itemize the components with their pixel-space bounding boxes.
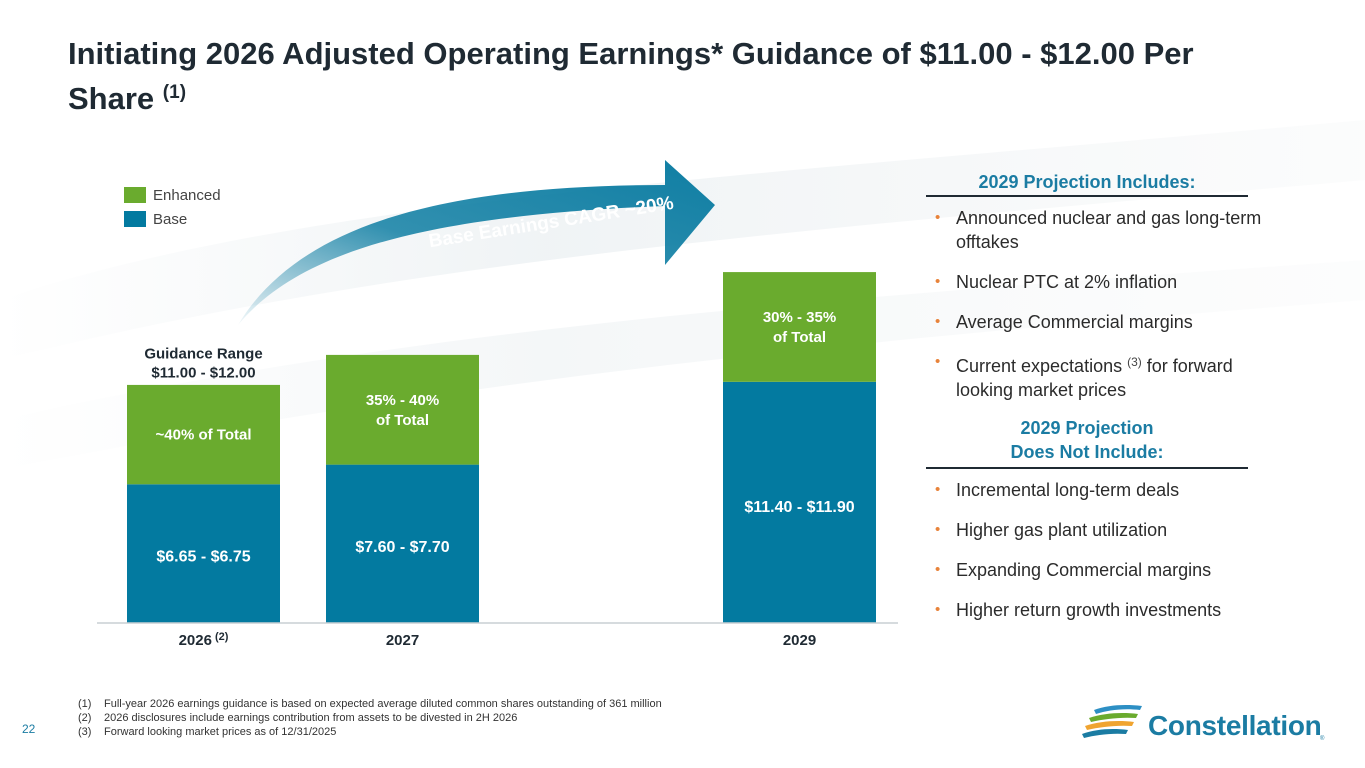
excludes-heading: 2029 Projection Does Not Include: [926, 416, 1248, 464]
page-title: Initiating 2026 Adjusted Operating Earni… [68, 34, 1268, 118]
constellation-logo-icon [1082, 705, 1142, 738]
includes-item: • Announced nuclear and gas long-term of… [935, 206, 1275, 254]
bar-enhanced-label-2027: 35% - 40% of Total [366, 392, 439, 429]
legend-enhanced-label: Enhanced [153, 186, 221, 204]
constellation-logo: Constellation ® [1080, 700, 1330, 748]
includes-list: • Announced nuclear and gas long-term of… [935, 206, 1275, 418]
excludes-list: • Incremental long-term deals • Higher g… [935, 478, 1275, 638]
legend-base: Base [124, 207, 221, 231]
legend-base-label: Base [153, 210, 188, 228]
page-number: 22 [22, 722, 36, 736]
bullet-icon: • [935, 561, 941, 578]
excludes-item: • Expanding Commercial margins [935, 558, 1275, 582]
includes-item-text-pre: Current expectations [956, 356, 1128, 376]
bar-base-label-2029: $11.40 - $11.90 [744, 499, 854, 516]
footnote: (3) Forward looking market prices as of … [78, 725, 662, 739]
bar-base-2027 [326, 464, 479, 623]
bullet-icon: • [935, 353, 941, 370]
bar-base-label-2027: $7.60 - $7.70 [355, 539, 449, 556]
legend-enhanced-swatch [124, 187, 146, 203]
includes-item: • Current expectations (3) for forward l… [935, 350, 1275, 402]
bar-base-2029 [723, 381, 876, 623]
excludes-item-text: Higher return growth investments [956, 600, 1222, 620]
footnote-number: (1) [78, 698, 92, 710]
excludes-item-text: Higher gas plant utilization [956, 520, 1168, 540]
excludes-item: • Higher gas plant utilization [935, 518, 1275, 542]
bullet-icon: • [935, 313, 941, 330]
bullet-icon: • [935, 481, 941, 498]
bar-base-2026 [127, 484, 280, 623]
footnote: (2) 2026 disclosures include earnings co… [78, 711, 662, 725]
page-title-footnote-ref: (1) [162, 82, 187, 103]
constellation-logo-text: Constellation [1148, 710, 1322, 741]
excludes-divider [926, 467, 1248, 469]
bullet-icon: • [935, 601, 941, 618]
bullet-icon: • [935, 209, 941, 226]
includes-item-text: Announced nuclear and gas long-term offt… [956, 208, 1262, 252]
registered-mark: ® [1320, 736, 1325, 742]
bar-base-label-2026: $6.65 - $6.75 [156, 548, 250, 565]
guidance-range-label: Guidance Range $11.00 - $12.00 [144, 345, 262, 381]
legend-base-swatch [124, 211, 146, 227]
footnote-text: Forward looking market prices as of 12/3… [104, 726, 337, 738]
x-tick-label-2029: 2029 [783, 632, 816, 649]
excludes-heading-line2: Does Not Include: [1010, 442, 1164, 462]
includes-item-text: Average Commercial margins [956, 312, 1193, 332]
excludes-item-text: Incremental long-term deals [956, 480, 1180, 500]
page-title-text: Initiating 2026 Adjusted Operating Earni… [68, 36, 1194, 116]
includes-item: • Average Commercial margins [935, 310, 1275, 334]
includes-item-text: Nuclear PTC at 2% inflation [956, 272, 1178, 292]
bar-enhanced-2029 [723, 272, 876, 382]
includes-divider [926, 195, 1248, 197]
chart-legend: Enhanced Base [124, 183, 221, 231]
footnotes: (1) Full-year 2026 earnings guidance is … [78, 697, 662, 739]
excludes-item-text: Expanding Commercial margins [956, 560, 1212, 580]
bullet-icon: • [935, 273, 941, 290]
excludes-item: • Incremental long-term deals [935, 478, 1275, 502]
excludes-heading-line1: 2029 Projection [1020, 418, 1154, 438]
x-tick-label-2026: 2026 (2) [179, 631, 229, 649]
includes-item: • Nuclear PTC at 2% inflation [935, 270, 1275, 294]
footnote-text: Full-year 2026 earnings guidance is base… [104, 698, 662, 710]
includes-item-footnote-ref: (3) [1127, 355, 1142, 369]
cagr-arrow [238, 160, 715, 325]
bar-enhanced-2027 [326, 354, 479, 465]
bar-enhanced-label-2026: ~40% of Total [156, 427, 252, 444]
legend-enhanced: Enhanced [124, 183, 221, 207]
footnote-number: (3) [78, 726, 92, 738]
includes-item-text-post: for forward looking market prices [956, 356, 1233, 400]
excludes-item: • Higher return growth investments [935, 598, 1275, 622]
bar-enhanced-label-2029: 30% - 35% of Total [763, 309, 836, 346]
bullet-icon: • [935, 521, 941, 538]
bar-enhanced-2026 [127, 384, 280, 485]
footnote: (1) Full-year 2026 earnings guidance is … [78, 697, 662, 711]
footnote-text: 2026 disclosures include earnings contri… [104, 712, 518, 724]
earnings-chart: Base Earnings CAGR ~20%$6.65 - $6.75~40%… [97, 160, 898, 649]
x-tick-label-2027: 2027 [386, 632, 419, 649]
includes-heading: 2029 Projection Includes: [978, 172, 1196, 192]
footnote-number: (2) [78, 712, 92, 724]
